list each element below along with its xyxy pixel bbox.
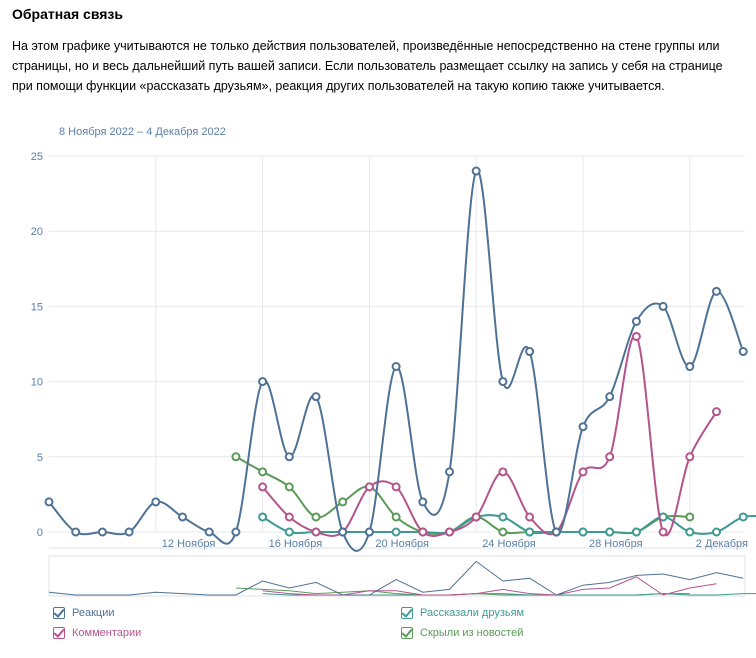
series-3-line [235, 455, 690, 535]
series-2-point [738, 512, 748, 522]
x-tick-label: 2 Декабря [696, 538, 748, 550]
legend-item-hidden[interactable]: Скрыли из новостей [401, 627, 523, 639]
series-0-point [124, 527, 134, 537]
y-tick-label: 25 [31, 151, 43, 163]
series-1-point [418, 527, 428, 537]
legend-item-comments[interactable]: Комментарии [53, 627, 141, 639]
series-2-point [605, 527, 615, 537]
series-3-point [231, 452, 241, 462]
series-1-point [471, 512, 481, 522]
series-2-point [391, 527, 401, 537]
series-0-point [658, 301, 668, 311]
series-3-point [391, 512, 401, 522]
series-0-line [48, 169, 745, 552]
series-1-point [658, 527, 668, 537]
series-0-point [525, 347, 535, 357]
x-tick-label: 12 Ноября [162, 538, 216, 550]
series-3-point [311, 512, 321, 522]
y-tick-label: 5 [37, 452, 43, 464]
series-1-overview-line [262, 576, 717, 596]
series-0-point [231, 527, 241, 537]
series-0-point [445, 467, 454, 477]
series-3-point [258, 467, 268, 477]
series-0-point [418, 497, 428, 507]
series-1-point [311, 527, 321, 537]
series-0-point [498, 377, 508, 387]
series-2-point [525, 527, 535, 537]
series-2-line [262, 514, 756, 535]
series-0-point [471, 166, 481, 176]
series-1-point [685, 452, 695, 462]
series-0-point [712, 286, 721, 296]
series-1-point [578, 467, 588, 477]
checkbox-icon[interactable] [53, 607, 65, 619]
legend-label: Реакции [72, 607, 115, 619]
series-3-point [284, 482, 294, 492]
series-2-point [284, 527, 294, 537]
series-1-point [284, 512, 294, 522]
series-0-point [738, 347, 748, 357]
y-tick-label: 0 [37, 527, 43, 539]
series-2-point [498, 512, 508, 522]
series-0-point [97, 527, 107, 537]
series-2-point [685, 527, 695, 537]
series-0-point [44, 497, 54, 507]
series-2-point [631, 527, 641, 537]
series-1-point [712, 407, 721, 417]
series-0-point [204, 527, 214, 537]
series-0-point [391, 362, 401, 372]
y-tick-label: 20 [31, 226, 43, 238]
x-tick-label: 28 Ноября [589, 538, 643, 550]
series-3-point [685, 512, 695, 522]
x-tick-label: 24 Ноября [482, 538, 536, 550]
series-0-point [178, 512, 187, 522]
legend-label: Скрыли из новостей [420, 627, 524, 639]
series-1-point [498, 467, 508, 477]
legend-label: Комментарии [72, 627, 142, 639]
series-1-point [605, 452, 615, 462]
series-3-point [498, 527, 508, 537]
series-0-point [284, 452, 294, 462]
series-2-point [712, 527, 721, 537]
series-0-point [578, 422, 588, 432]
series-1-point [364, 482, 374, 492]
series-1-point [631, 331, 641, 341]
series-0-point [364, 527, 374, 537]
overview-navigator [48, 555, 746, 597]
series-0-point [151, 497, 161, 507]
series-2-point [578, 527, 588, 537]
legend-item-reactions[interactable]: Реакции [53, 607, 115, 619]
series-0-point [311, 392, 321, 402]
checkbox-icon[interactable] [401, 627, 413, 639]
checkbox-icon[interactable] [401, 607, 413, 619]
y-tick-label: 10 [31, 377, 43, 389]
series-1-point [391, 482, 401, 492]
series-2-point [258, 512, 268, 522]
series-0-point [605, 392, 615, 402]
series-0-overview-line [48, 560, 744, 596]
legend-label: Рассказали друзьям [420, 607, 525, 619]
legend-item-shares[interactable]: Рассказали друзьям [401, 607, 524, 619]
series-1-line [261, 334, 718, 537]
series-0-point [685, 362, 695, 372]
series-1-point [445, 527, 454, 537]
series-0-point [71, 527, 81, 537]
date-range[interactable]: 8 Ноября 2022 – 4 Декабря 2022 [59, 126, 226, 138]
section-description: На этом графике учитываются не только де… [12, 39, 723, 93]
series-1-point [525, 512, 535, 522]
series-0-point [258, 377, 268, 387]
series-0-point [551, 527, 561, 537]
feedback-chart: 0 5 10 15 20 25 12 Ноября 16 Ноября 20 Ноября 24 … [31, 151, 756, 597]
checkbox-icon[interactable] [53, 627, 65, 639]
x-tick-label: 16 Ноября [269, 538, 323, 550]
x-tick-label: 20 Ноября [375, 538, 429, 550]
series-3-point [338, 497, 348, 507]
series-0-point [338, 527, 348, 537]
section-title: Обратная связь [12, 6, 123, 22]
y-tick-label: 15 [31, 301, 43, 313]
series-0-point [631, 316, 641, 326]
series-1-point [258, 482, 268, 492]
